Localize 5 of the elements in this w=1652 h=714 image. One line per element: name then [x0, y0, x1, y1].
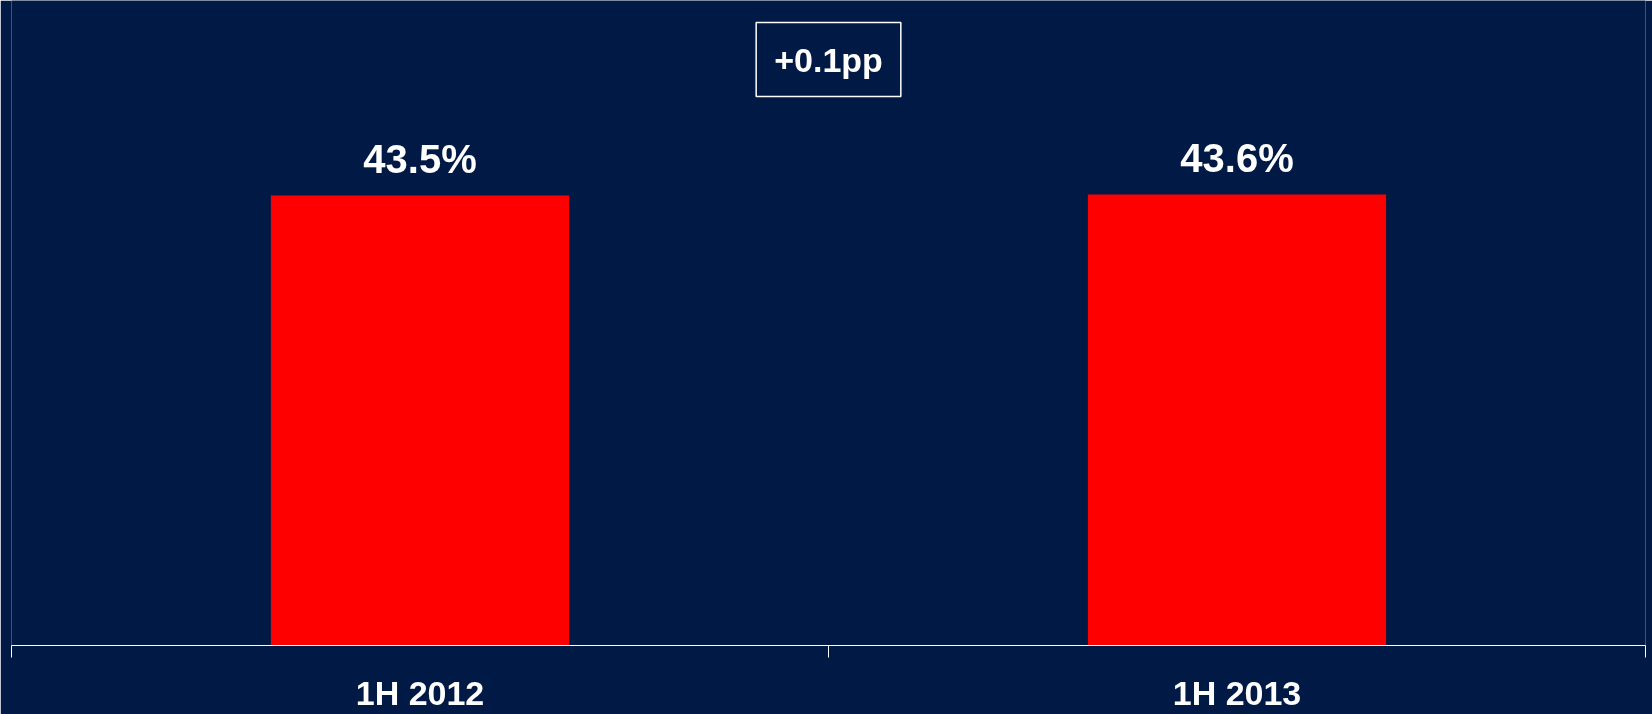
text: +0.1pp — [774, 40, 883, 79]
data-label: 43.5% — [363, 137, 477, 182]
x-tick-label: 1H 2012 — [355, 673, 485, 712]
data-label: 43.6% — [1180, 136, 1294, 181]
x-tick-label: 1H 2013 — [1172, 673, 1302, 712]
